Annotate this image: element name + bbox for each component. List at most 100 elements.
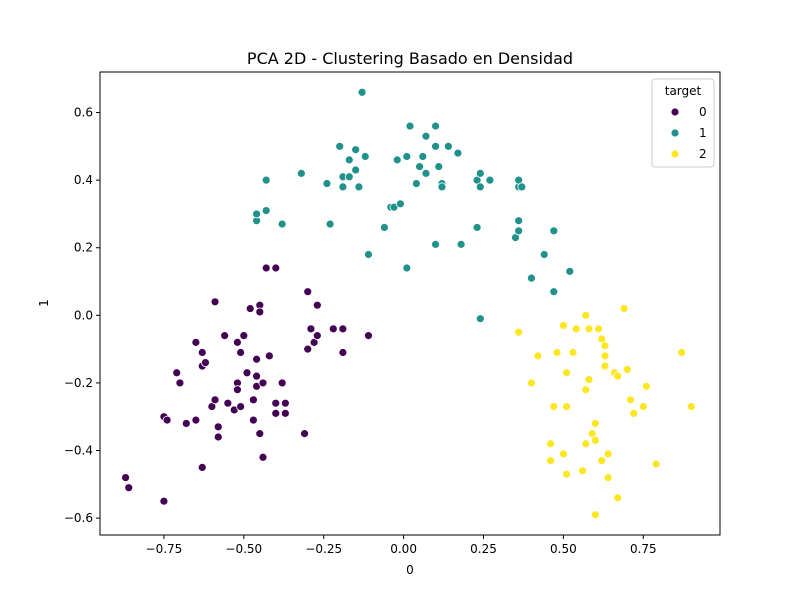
scatter-point <box>552 348 562 357</box>
scatter-point <box>539 250 549 259</box>
scatter-point <box>546 439 556 449</box>
x-tick-label: 0.00 <box>390 542 417 556</box>
y-tick-label: 0.4 <box>74 173 93 187</box>
scatter-point <box>338 324 348 334</box>
legend-box <box>651 78 715 168</box>
scatter-point <box>549 287 559 297</box>
scatter-point <box>220 331 230 341</box>
scatter-point <box>223 398 233 408</box>
x-tick-label: −0.50 <box>225 542 262 556</box>
scatter-point <box>325 219 335 229</box>
scatter-point <box>590 419 600 428</box>
scatter-point <box>581 439 591 449</box>
scatter-point <box>578 466 587 476</box>
y-tick-label: 0.6 <box>74 106 93 120</box>
scatter-point <box>271 263 281 273</box>
x-axis-label: 0 <box>406 563 414 577</box>
scatter-point <box>322 179 332 188</box>
scatter-point <box>568 348 578 357</box>
scatter-point <box>258 378 268 388</box>
x-tick-label: −0.25 <box>305 542 342 556</box>
scatter-point <box>514 226 524 236</box>
scatter-point <box>613 371 623 381</box>
scatter-point <box>175 378 185 388</box>
scatter-point <box>590 510 600 520</box>
scatter-point <box>242 368 252 378</box>
scatter-point <box>312 331 322 341</box>
scatter-point <box>594 324 603 334</box>
scatter-point <box>312 300 322 310</box>
scatter-point <box>271 408 281 418</box>
scatter-point <box>638 402 648 411</box>
scatter-point <box>261 263 271 273</box>
scatter-point <box>364 331 373 341</box>
scatter-point <box>533 351 543 361</box>
scatter-point <box>437 182 447 192</box>
scatter-point <box>277 378 287 388</box>
points-layer <box>121 87 696 520</box>
scatter-point <box>159 496 169 506</box>
scatter-point <box>600 351 610 361</box>
scatter-point <box>271 398 281 408</box>
scatter-point <box>485 175 495 185</box>
scatter-point <box>252 371 262 381</box>
scatter-point <box>213 422 223 432</box>
scatter-point <box>475 314 485 324</box>
scatter-point <box>584 375 594 384</box>
scatter-point <box>258 452 268 462</box>
scatter-point <box>261 175 271 185</box>
scatter-point <box>559 321 568 330</box>
scatter-point <box>613 493 623 503</box>
scatter-point <box>514 216 524 226</box>
chart-title: PCA 2D - Clustering Basado en Densidad <box>247 49 573 68</box>
scatter-point <box>210 297 220 307</box>
scatter-point <box>191 415 201 425</box>
scatter-point <box>431 141 440 151</box>
scatter-point <box>264 351 274 361</box>
scatter-point <box>306 324 316 334</box>
scatter-point <box>405 121 415 131</box>
scatter-point <box>597 456 607 466</box>
scatter-point <box>581 310 591 320</box>
x-tick-label: −0.75 <box>146 542 183 556</box>
scatter-point <box>201 358 210 368</box>
scatter-point <box>344 172 354 182</box>
scatter-point <box>453 148 463 158</box>
legend-marker <box>670 128 680 138</box>
scatter-point <box>443 141 453 151</box>
x-axis: −0.75 −0.50 −0.25 0.00 0.25 0.50 0.75 <box>146 535 657 556</box>
scatter-point <box>677 348 687 357</box>
scatter-point <box>380 223 389 232</box>
scatter-point <box>351 145 361 155</box>
scatter-point <box>338 348 348 357</box>
scatter-point <box>213 432 223 442</box>
scatter-point <box>411 179 421 188</box>
scatter-point <box>252 354 262 364</box>
scatter-point <box>600 341 610 351</box>
scatter-point <box>239 331 249 341</box>
y-tick-label: −0.2 <box>64 376 93 390</box>
scatter-point <box>651 459 661 469</box>
scatter-point <box>344 155 354 165</box>
scatter-point <box>475 168 485 178</box>
scatter-point <box>686 402 696 411</box>
scatter-point <box>248 395 258 405</box>
scatter-point <box>600 361 610 371</box>
scatter-point <box>514 327 524 337</box>
scatter-point <box>364 250 373 259</box>
scatter-point <box>172 368 182 378</box>
x-tick-label: 0.50 <box>550 542 577 556</box>
scatter-point <box>121 473 130 482</box>
legend-label: 0 <box>699 105 707 119</box>
legend-label: 2 <box>699 147 707 161</box>
scatter-point <box>603 473 613 482</box>
scatter-point <box>162 415 172 425</box>
scatter-point <box>338 182 348 192</box>
scatter-point <box>431 239 440 249</box>
scatter-point <box>562 469 571 479</box>
scatter-point <box>252 209 262 219</box>
scatter-point <box>527 378 536 388</box>
scatter-point <box>421 131 431 141</box>
scatter-point <box>360 152 370 161</box>
